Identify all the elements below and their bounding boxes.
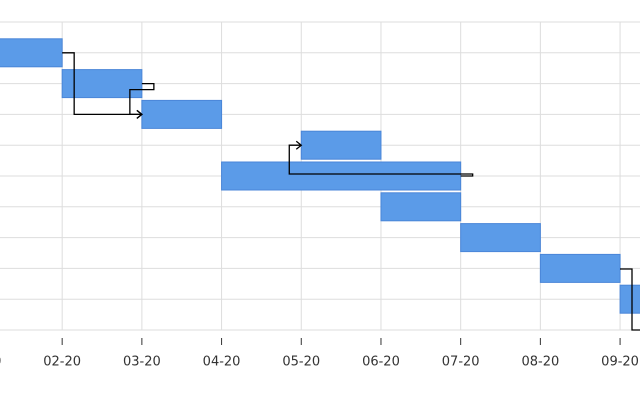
- task-bar: [460, 223, 541, 253]
- links: [62, 52, 474, 177]
- x-tick-label: 04-20: [203, 355, 241, 370]
- task-bar: [300, 130, 382, 160]
- task-bar: [61, 69, 143, 99]
- x-tick-label: 09-20: [601, 355, 639, 370]
- dependency-link: [620, 268, 640, 331]
- x-axis: 01-20 02-20 03-20 04-20 05-20 06-20 07-20 08-20…: [0, 338, 639, 370]
- dependency-link: [62, 52, 142, 116]
- task-bar: [380, 192, 462, 222]
- dependency-link: [129, 82, 155, 116]
- task-bar: [141, 99, 223, 129]
- x-tick-label: 01-20: [0, 355, 1, 370]
- task-bar: [0, 38, 63, 68]
- dependency-link: [288, 144, 474, 177]
- x-tick-label: 06-20: [362, 355, 400, 370]
- x-tick-label: 02-20: [43, 355, 81, 370]
- task-bar: [539, 253, 621, 283]
- x-tick-label: 05-20: [282, 355, 320, 370]
- x-tick-label: 07-20: [442, 355, 480, 370]
- x-tick-label: 03-20: [123, 355, 161, 370]
- bars: [0, 38, 640, 314]
- arrow-head: [295, 140, 303, 150]
- x-tick-label: 08-20: [521, 355, 559, 370]
- task-bar: [619, 284, 640, 314]
- task-bar: [221, 161, 462, 191]
- arrow-head: [136, 109, 143, 119]
